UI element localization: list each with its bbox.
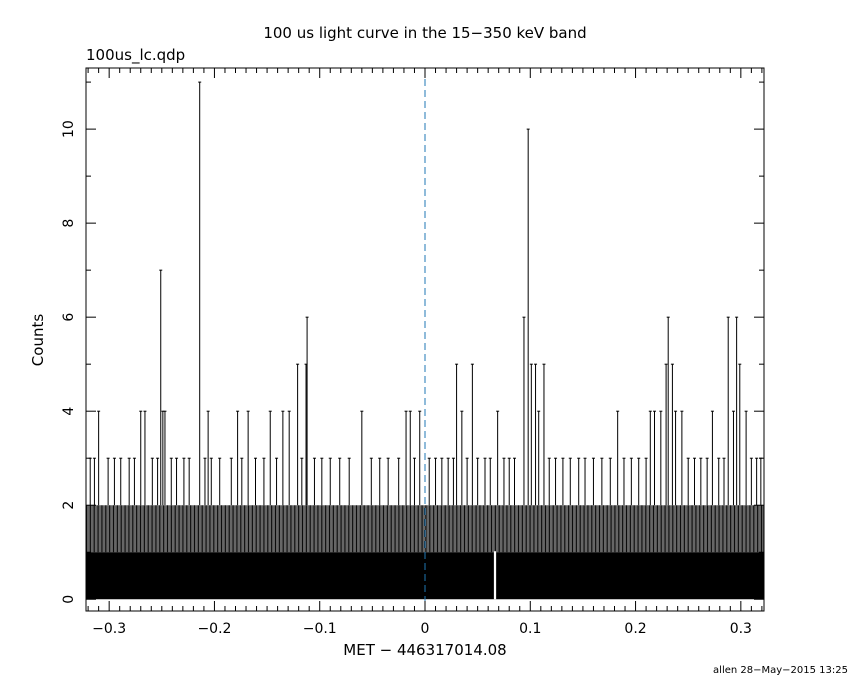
- y-tick-label: 8: [61, 219, 77, 228]
- y-tick-label: 0: [61, 595, 77, 604]
- x-axis-label: MET − 446317014.08: [343, 641, 506, 659]
- footer-credit: allen 28−May−2015 13:25: [713, 665, 848, 676]
- x-tick-label: 0.1: [519, 621, 541, 637]
- x-tick-label: 0: [421, 621, 430, 637]
- y-axis-ticks: 0 2 4 6 8 10: [61, 81, 764, 604]
- y-tick-label: 4: [61, 407, 77, 416]
- plot-frame: [85, 67, 765, 612]
- x-tick-label: 0.2: [624, 621, 646, 637]
- plot-marks: [86, 68, 764, 611]
- chart-subtitle: 100us_lc.qdp: [86, 46, 185, 65]
- chart-title: 100 us light curve in the 15−350 keV ban…: [263, 24, 586, 42]
- x-tick-label: −0.2: [197, 621, 231, 637]
- y-tick-label: 10: [61, 120, 77, 138]
- x-axis-ticks: −0.3 −0.2 −0.1 0 0.1 0.2 0.3: [87, 68, 763, 637]
- y-tick-label: 2: [61, 501, 77, 510]
- y-axis-label: Counts: [29, 314, 47, 367]
- x-tick-label: 0.3: [730, 621, 752, 637]
- y-tick-label: 6: [61, 313, 77, 322]
- x-tick-label: −0.1: [303, 621, 337, 637]
- x-tick-label: −0.3: [92, 621, 126, 637]
